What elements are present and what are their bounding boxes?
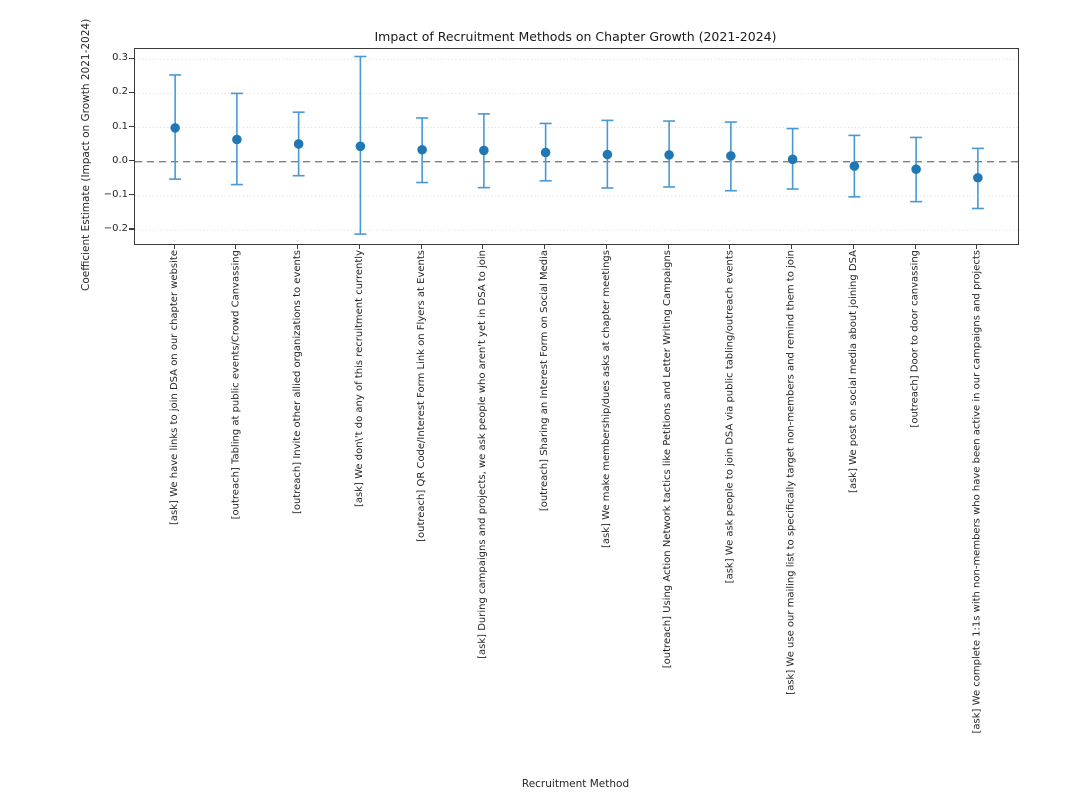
y-tick-label: 0.3 [112, 52, 128, 64]
y-tick-label: 0.0 [112, 154, 128, 166]
x-tick-label: [outreach] QR Code/Interest Form Link on… [415, 250, 427, 542]
data-point-marker [170, 123, 180, 133]
x-tick-label: [outreach] Door to door canvassing [909, 250, 921, 428]
x-axis-label: Recruitment Method [521, 778, 630, 790]
x-tick-mark [544, 244, 546, 249]
x-tick-mark [482, 244, 484, 249]
y-tick-mark [129, 91, 134, 93]
y-tick-mark [129, 228, 134, 230]
x-tick-mark [852, 244, 854, 249]
data-point-marker [602, 149, 613, 160]
data-point-marker [232, 134, 242, 145]
data-point-marker [540, 147, 551, 158]
y-tick-label: −0.1 [103, 188, 128, 200]
y-tick-label: 0.2 [112, 86, 128, 98]
x-tick-label: [ask] We make membership/dues asks at ch… [600, 250, 612, 548]
plot-canvas [135, 55, 1018, 235]
x-tick-label: [ask] We use our mailing list to specifi… [786, 250, 798, 695]
data-point-marker [911, 164, 921, 175]
x-tick-mark [173, 244, 175, 249]
x-tick-label: [outreach] Invite other allied organizat… [292, 250, 304, 515]
x-tick-mark [667, 244, 669, 249]
data-point-marker [973, 172, 983, 183]
x-tick-label: [ask] We have links to join DSA on our c… [168, 250, 180, 525]
x-tick-label: [ask] We don\'t do any of this recruitme… [353, 250, 365, 508]
x-tick-mark [729, 244, 731, 249]
data-point-marker [664, 150, 674, 160]
x-tick-label: [outreach] Tabling at public events/Crow… [230, 250, 242, 520]
x-tick-label: [ask] We post on social media about join… [847, 250, 859, 493]
x-tick-mark [605, 244, 607, 249]
x-tick-label: [ask] During campaigns and projects, we … [477, 250, 489, 659]
data-point-marker [726, 151, 736, 161]
x-tick-mark [976, 244, 978, 249]
x-tick-mark [235, 244, 237, 249]
data-point-marker [293, 139, 304, 149]
chart-title: Impact of Recruitment Methods on Chapter… [374, 29, 777, 44]
x-tick-label: [ask] We ask people to join DSA via publ… [724, 250, 736, 584]
data-point-marker [849, 161, 860, 171]
x-tick-mark [420, 244, 422, 249]
data-point-marker [355, 141, 366, 152]
x-tick-mark [358, 244, 360, 249]
x-tick-mark [914, 244, 916, 249]
x-tick-label: [outreach] Using Action Network tactics … [662, 250, 674, 669]
plot-area [134, 48, 1019, 245]
y-tick-mark [129, 125, 134, 128]
x-tick-label: [outreach] Sharing an Interest Form on S… [539, 250, 551, 512]
x-tick-label: [ask] We complete 1:1s with non-members … [971, 250, 983, 734]
y-tick-mark [129, 57, 134, 59]
y-tick-label: 0.1 [112, 120, 128, 132]
data-point-marker [479, 145, 489, 156]
y-tick-label: −0.2 [103, 222, 128, 234]
y-tick-mark [129, 160, 134, 162]
x-tick-mark [297, 244, 299, 249]
x-tick-mark [791, 244, 793, 249]
data-point-marker [417, 144, 427, 155]
y-tick-mark [129, 194, 134, 196]
data-point-marker [787, 154, 798, 165]
